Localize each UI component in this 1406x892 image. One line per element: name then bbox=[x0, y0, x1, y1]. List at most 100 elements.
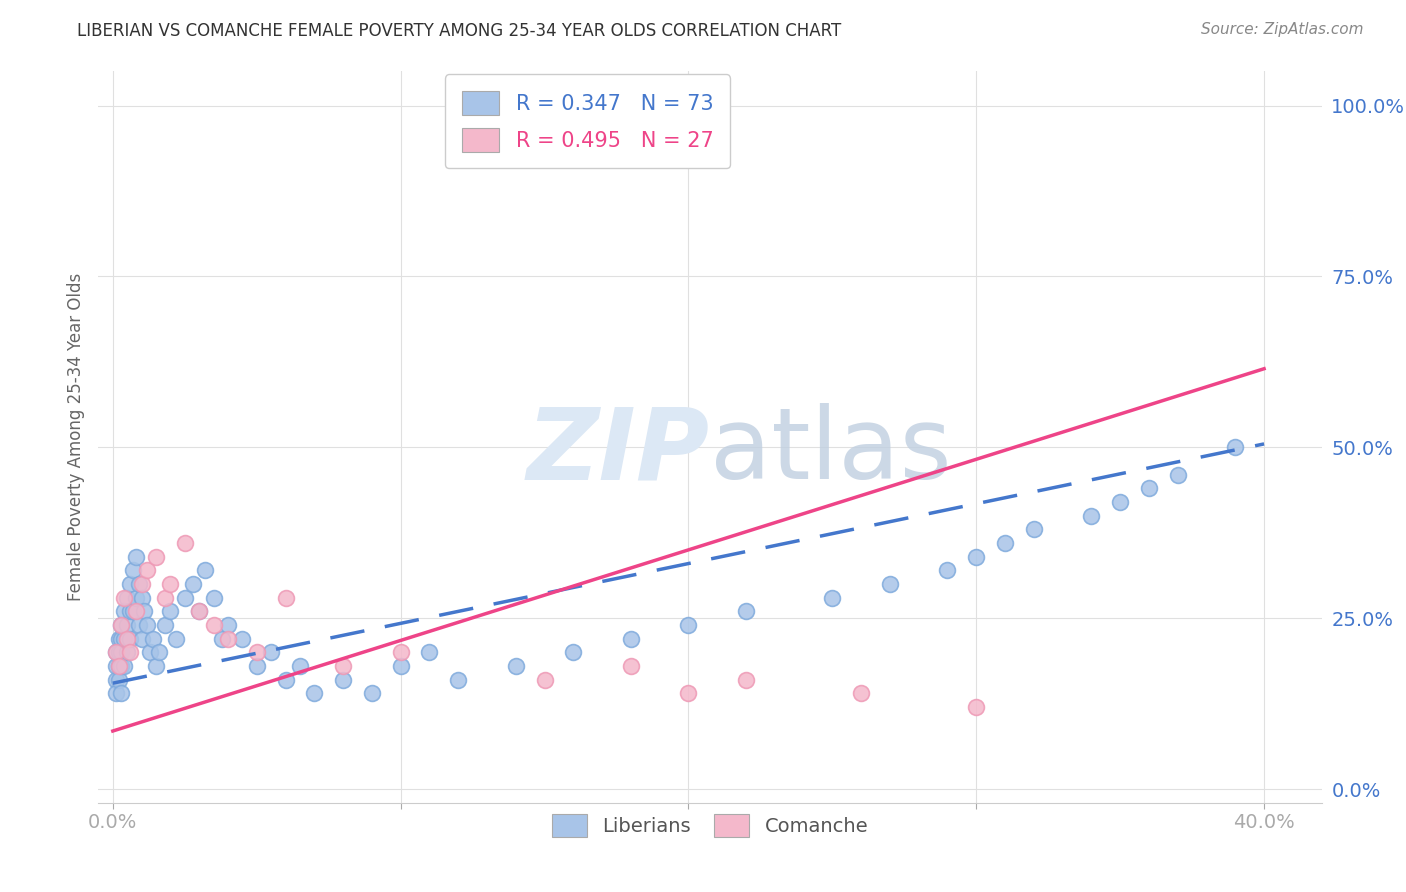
Point bbox=[110, 686, 132, 700]
Point bbox=[115, 618, 138, 632]
Point bbox=[128, 577, 150, 591]
Point bbox=[131, 591, 153, 605]
Point bbox=[136, 618, 159, 632]
Point bbox=[304, 686, 326, 700]
Point bbox=[288, 659, 311, 673]
Point bbox=[112, 591, 135, 605]
Point bbox=[173, 591, 195, 605]
Point bbox=[120, 577, 142, 591]
Point bbox=[1080, 508, 1102, 523]
Point bbox=[231, 632, 253, 646]
Point bbox=[1167, 467, 1189, 482]
Point bbox=[821, 591, 844, 605]
Point bbox=[122, 604, 145, 618]
Point bbox=[562, 645, 585, 659]
Point bbox=[107, 632, 129, 646]
Point bbox=[153, 618, 176, 632]
Text: LIBERIAN VS COMANCHE FEMALE POVERTY AMONG 25-34 YEAR OLDS CORRELATION CHART: LIBERIAN VS COMANCHE FEMALE POVERTY AMON… bbox=[77, 22, 842, 40]
Point bbox=[211, 632, 233, 646]
Point bbox=[136, 563, 159, 577]
Point bbox=[173, 536, 195, 550]
Point bbox=[194, 563, 217, 577]
Point bbox=[418, 645, 440, 659]
Point bbox=[447, 673, 470, 687]
Point bbox=[332, 659, 354, 673]
Point bbox=[125, 591, 148, 605]
Point bbox=[110, 659, 132, 673]
Point bbox=[110, 618, 132, 632]
Point bbox=[202, 591, 225, 605]
Point bbox=[274, 591, 297, 605]
Point bbox=[104, 686, 127, 700]
Point bbox=[1022, 522, 1045, 536]
Point bbox=[994, 536, 1017, 550]
Point bbox=[965, 700, 987, 714]
Point bbox=[115, 632, 138, 646]
Point bbox=[110, 618, 132, 632]
Point bbox=[120, 645, 142, 659]
Point bbox=[104, 645, 127, 659]
Point bbox=[735, 673, 758, 687]
Point bbox=[260, 645, 283, 659]
Point bbox=[104, 673, 127, 687]
Point bbox=[620, 632, 643, 646]
Point bbox=[389, 659, 412, 673]
Point bbox=[620, 659, 643, 673]
Point bbox=[188, 604, 211, 618]
Point bbox=[107, 673, 129, 687]
Point bbox=[217, 632, 239, 646]
Point bbox=[107, 659, 129, 673]
Text: atlas: atlas bbox=[710, 403, 952, 500]
Point bbox=[104, 659, 127, 673]
Point bbox=[148, 645, 170, 659]
Y-axis label: Female Poverty Among 25-34 Year Olds: Female Poverty Among 25-34 Year Olds bbox=[66, 273, 84, 601]
Point bbox=[107, 659, 129, 673]
Point bbox=[107, 645, 129, 659]
Point bbox=[389, 645, 412, 659]
Point bbox=[246, 645, 269, 659]
Point bbox=[188, 604, 211, 618]
Point bbox=[120, 604, 142, 618]
Point bbox=[159, 577, 181, 591]
Point bbox=[1225, 440, 1247, 454]
Point bbox=[104, 645, 127, 659]
Point bbox=[533, 673, 555, 687]
Point bbox=[128, 618, 150, 632]
Point bbox=[115, 591, 138, 605]
Point bbox=[125, 604, 148, 618]
Point bbox=[1109, 495, 1132, 509]
Text: Source: ZipAtlas.com: Source: ZipAtlas.com bbox=[1201, 22, 1364, 37]
Point bbox=[153, 591, 176, 605]
Point bbox=[145, 549, 167, 564]
Point bbox=[131, 577, 153, 591]
Point bbox=[115, 645, 138, 659]
Point bbox=[134, 604, 156, 618]
Text: ZIP: ZIP bbox=[527, 403, 710, 500]
Point bbox=[122, 563, 145, 577]
Point bbox=[735, 604, 758, 618]
Point bbox=[165, 632, 187, 646]
Point bbox=[332, 673, 354, 687]
Point bbox=[183, 577, 205, 591]
Point bbox=[120, 632, 142, 646]
Point bbox=[110, 632, 132, 646]
Point bbox=[139, 645, 162, 659]
Point bbox=[360, 686, 382, 700]
Point bbox=[965, 549, 987, 564]
Point bbox=[159, 604, 181, 618]
Point bbox=[1137, 481, 1160, 495]
Point bbox=[505, 659, 527, 673]
Point bbox=[879, 577, 901, 591]
Point bbox=[274, 673, 297, 687]
Point bbox=[217, 618, 239, 632]
Legend: Liberians, Comanche: Liberians, Comanche bbox=[544, 806, 876, 845]
Point bbox=[145, 659, 167, 673]
Point bbox=[246, 659, 269, 673]
Point bbox=[202, 618, 225, 632]
Point bbox=[849, 686, 872, 700]
Point bbox=[112, 632, 135, 646]
Point bbox=[112, 604, 135, 618]
Point bbox=[142, 632, 165, 646]
Point bbox=[112, 659, 135, 673]
Point bbox=[678, 686, 700, 700]
